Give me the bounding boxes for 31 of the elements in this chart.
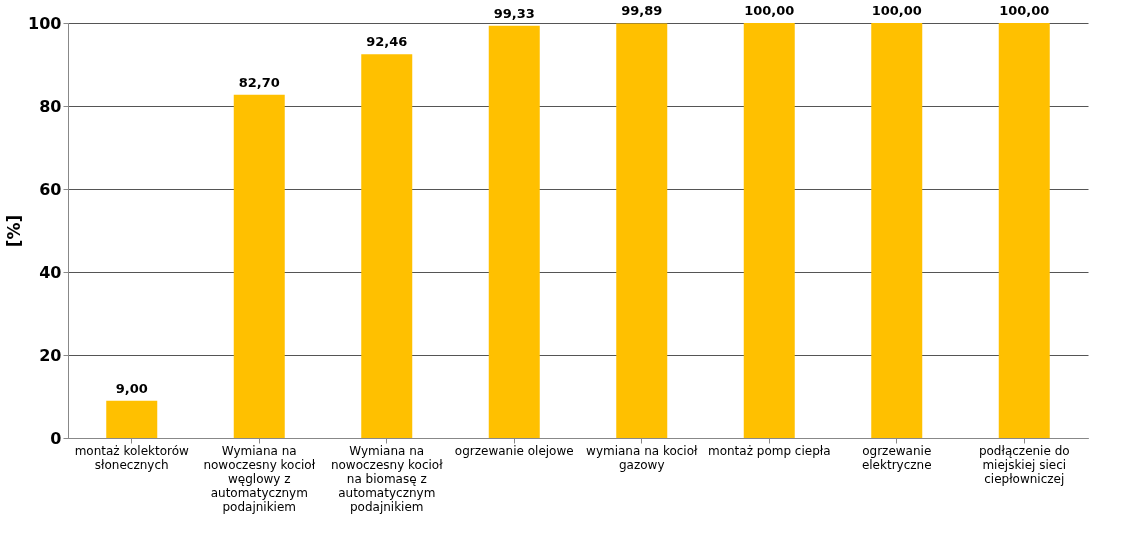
y-tick-label: 0	[50, 428, 62, 448]
y-tick-label: 60	[39, 179, 62, 199]
x-tick-label: podłączenie do miejskiej sieci ciepłowniczej	[978, 443, 1070, 486]
bar	[106, 400, 158, 438]
data-label: 82,70	[238, 74, 280, 90]
x-tick-label: ogrzewanie elektryczne	[861, 443, 932, 472]
y-axis-title: [%]	[4, 214, 25, 248]
y-tick-label: 40	[39, 262, 62, 282]
y-tick-label: 20	[39, 345, 62, 365]
y-tick-label: 100	[28, 13, 62, 33]
data-label: 100,00	[871, 3, 922, 18]
x-tick-label: Wymiana na nowoczesny kocioł węglowy z automatycznym podajnikiem	[203, 443, 316, 514]
x-tick-label: Wymiana na nowoczesny kocioł na biomasę z automatycznym podajnikiem	[330, 443, 444, 514]
data-label: 100,00	[744, 3, 795, 18]
bar	[361, 54, 413, 438]
x-tick-label: montaż kolektorów słonecznych	[74, 443, 190, 472]
y-tick-label: 80	[39, 96, 62, 116]
bar	[871, 23, 923, 438]
data-label: 92,46	[366, 34, 408, 50]
x-tick-label: montaż pomp ciepła	[707, 443, 831, 458]
data-label: 99,33	[493, 5, 535, 21]
x-tick-label: ogrzewanie olejowe	[454, 443, 574, 458]
data-label: 9,00	[115, 380, 148, 396]
bar	[743, 23, 795, 438]
data-label: 100,00	[999, 3, 1050, 18]
bar	[616, 23, 668, 438]
data-label: 99,89	[621, 3, 663, 19]
bar	[488, 25, 540, 438]
x-tick-label: wymiana na kocioł gazowy	[586, 443, 699, 472]
bar	[998, 23, 1050, 438]
bar	[233, 94, 285, 438]
